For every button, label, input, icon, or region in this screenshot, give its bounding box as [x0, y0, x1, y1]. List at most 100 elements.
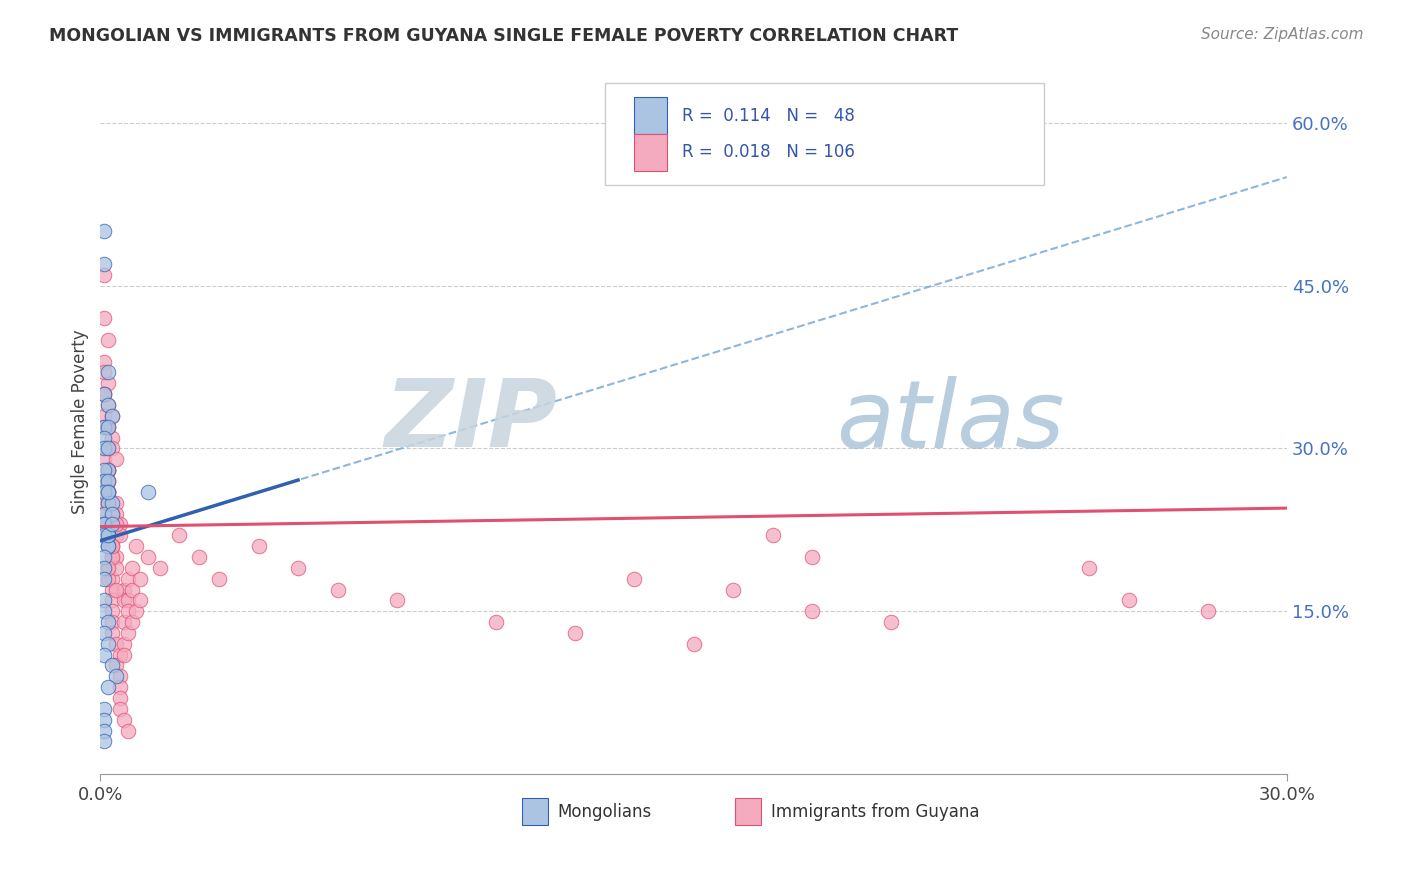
Point: [93, 224, 115, 238]
Point: [125, 604, 148, 618]
Point: [97, 333, 120, 347]
Point: [93, 387, 115, 401]
Point: [108, 669, 131, 683]
Point: [97, 561, 120, 575]
Bar: [634, 97, 668, 134]
Point: [97, 680, 120, 694]
Bar: [522, 798, 548, 825]
Point: [97, 539, 120, 553]
Point: [93, 419, 115, 434]
Point: [108, 691, 131, 706]
Point: [112, 615, 135, 629]
Point: [188, 549, 211, 564]
Point: [101, 507, 124, 521]
Point: [112, 713, 135, 727]
Point: [101, 582, 124, 597]
Point: [762, 528, 785, 542]
Point: [117, 604, 139, 618]
Point: [93, 442, 115, 456]
Point: [97, 419, 120, 434]
Text: R =  0.018   N = 106: R = 0.018 N = 106: [682, 144, 855, 161]
Point: [93, 549, 115, 564]
Point: [93, 366, 115, 380]
Point: [105, 582, 128, 597]
Point: [97, 463, 120, 477]
Point: [97, 561, 120, 575]
Point: [105, 637, 128, 651]
Point: [125, 539, 148, 553]
Point: [93, 507, 115, 521]
Point: [93, 463, 115, 477]
Point: [97, 572, 120, 586]
Point: [93, 431, 115, 445]
Y-axis label: Single Female Poverty: Single Female Poverty: [72, 329, 89, 514]
Point: [101, 528, 124, 542]
Point: [97, 484, 120, 499]
Point: [93, 528, 115, 542]
Text: Source: ZipAtlas.com: Source: ZipAtlas.com: [1201, 27, 1364, 42]
Point: [105, 528, 128, 542]
Point: [97, 398, 120, 412]
Point: [108, 680, 131, 694]
Point: [101, 615, 124, 629]
Point: [93, 452, 115, 467]
Point: [93, 702, 115, 716]
Point: [169, 528, 191, 542]
Point: [117, 626, 139, 640]
Point: [97, 419, 120, 434]
Text: Mongolians: Mongolians: [557, 803, 651, 822]
Point: [97, 484, 120, 499]
Point: [117, 593, 139, 607]
Point: [97, 496, 120, 510]
Point: [97, 463, 120, 477]
Point: [97, 484, 120, 499]
Point: [97, 528, 120, 542]
Text: atlas: atlas: [837, 376, 1064, 467]
Point: [93, 496, 115, 510]
Point: [97, 463, 120, 477]
Point: [97, 366, 120, 380]
Point: [485, 615, 508, 629]
Point: [93, 387, 115, 401]
Point: [93, 474, 115, 488]
Point: [112, 637, 135, 651]
Point: [1197, 604, 1219, 618]
Point: [97, 442, 120, 456]
Point: [97, 398, 120, 412]
Point: [93, 713, 115, 727]
Point: [97, 376, 120, 391]
Point: [93, 354, 115, 368]
Point: [97, 539, 120, 553]
Point: [121, 615, 143, 629]
Point: [117, 572, 139, 586]
Point: [108, 517, 131, 532]
Point: [97, 484, 120, 499]
Bar: [634, 134, 668, 171]
Point: [108, 528, 131, 542]
Point: [721, 582, 744, 597]
Point: [121, 561, 143, 575]
Point: [129, 572, 152, 586]
Point: [97, 419, 120, 434]
Point: [93, 387, 115, 401]
Point: [97, 539, 120, 553]
Point: [801, 549, 824, 564]
Point: [93, 409, 115, 423]
Point: [112, 648, 135, 662]
Point: [101, 409, 124, 423]
Point: [101, 431, 124, 445]
Point: [149, 561, 172, 575]
Point: [385, 593, 408, 607]
Point: [101, 517, 124, 532]
Point: [1078, 561, 1101, 575]
Point: [682, 637, 704, 651]
Point: [93, 517, 115, 532]
Point: [287, 561, 309, 575]
Point: [136, 549, 159, 564]
Point: [93, 626, 115, 640]
Point: [93, 268, 115, 282]
Point: [105, 549, 128, 564]
Point: [101, 496, 124, 510]
Point: [93, 734, 115, 748]
Point: [108, 702, 131, 716]
